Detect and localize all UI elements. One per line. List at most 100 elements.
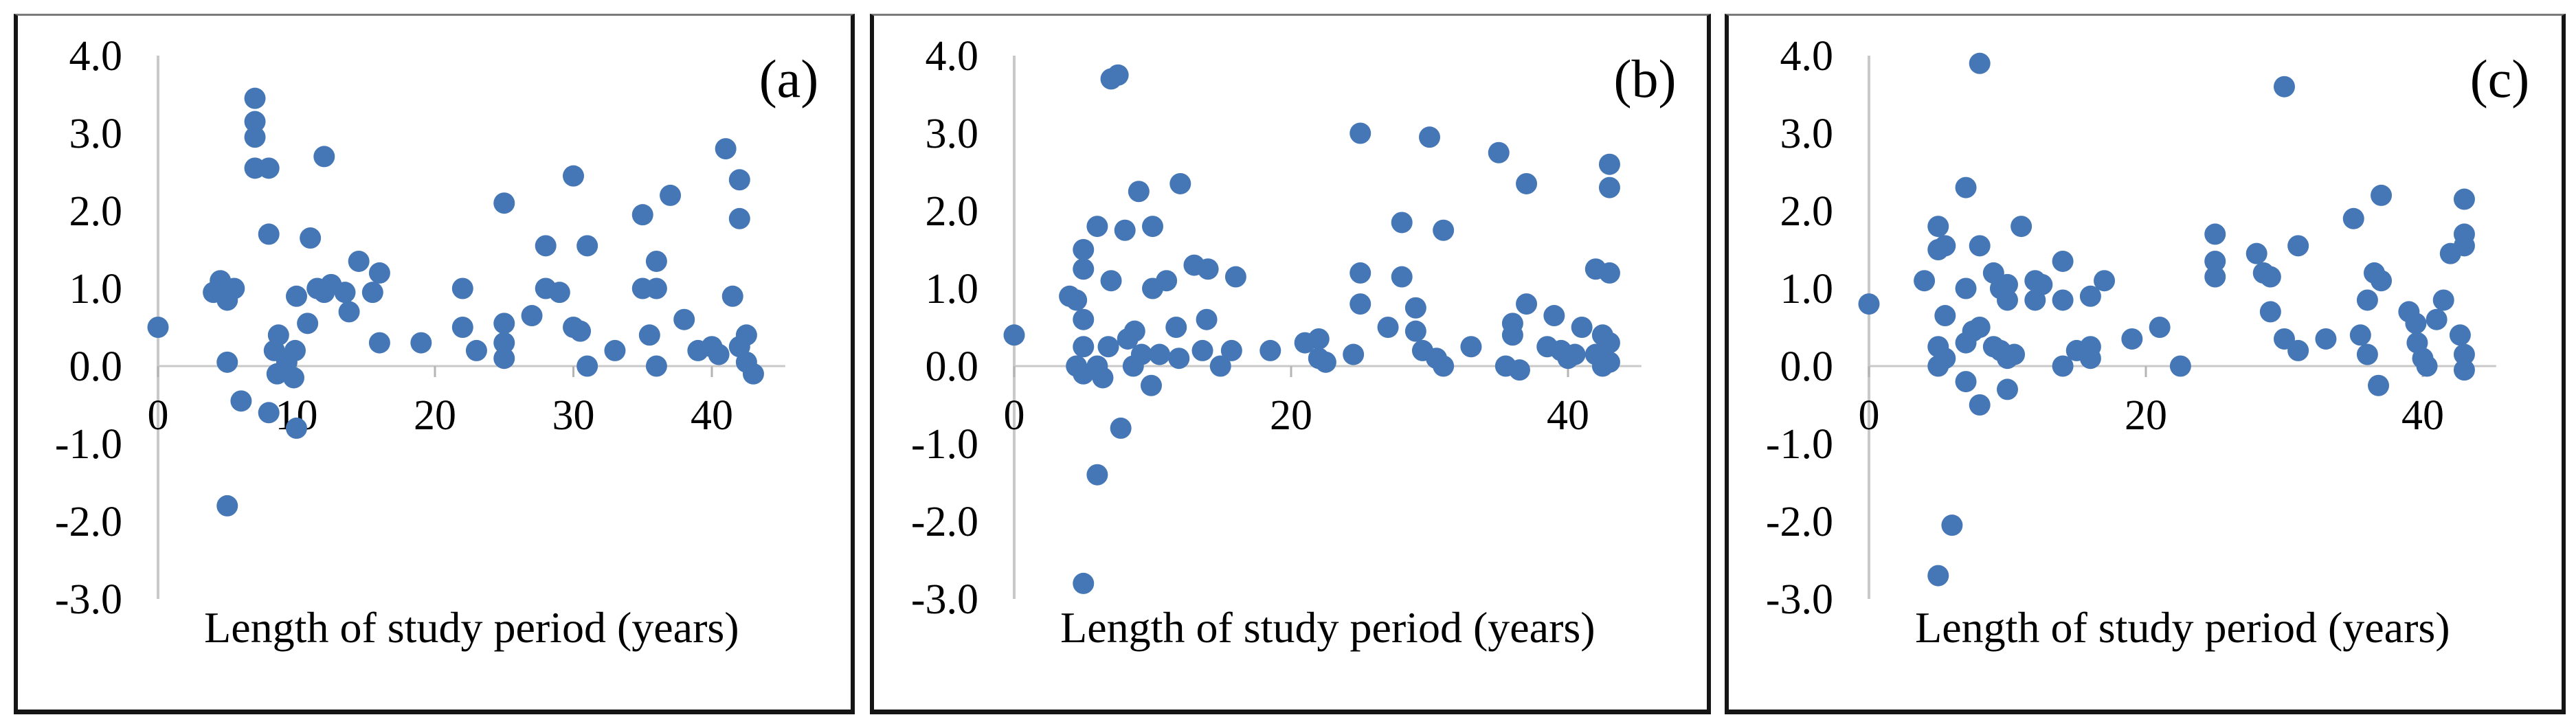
data-point — [334, 282, 356, 304]
data-point — [721, 285, 743, 307]
panel-letter-label: (a) — [759, 49, 819, 109]
y-tick-label: 0.0 — [69, 343, 123, 390]
data-point — [2149, 317, 2171, 338]
data-point — [1543, 305, 1565, 327]
y-tick-label: 1.0 — [926, 266, 979, 313]
data-point — [1224, 266, 1246, 288]
data-point — [1142, 216, 1163, 238]
data-point — [673, 308, 695, 330]
data-point — [728, 207, 750, 229]
data-point — [286, 417, 307, 439]
data-point — [563, 165, 584, 187]
data-point — [244, 111, 266, 133]
data-point — [493, 192, 515, 214]
data-point — [2453, 343, 2475, 365]
x-tick-label: 20 — [414, 392, 456, 439]
data-point — [1955, 177, 1977, 198]
data-point — [1391, 212, 1413, 234]
y-tick-label: -3.0 — [1766, 576, 1833, 623]
data-point — [451, 277, 473, 299]
data-point — [2079, 336, 2101, 358]
panel-letter-label: (c) — [2470, 49, 2530, 109]
y-tick-label: -2.0 — [1766, 499, 1833, 545]
y-tick-label: 0.0 — [926, 343, 979, 390]
data-point — [1165, 317, 1187, 338]
scatter-plot-c: 0 20 40 4.0 3.0 2.0 1.0 0.0 -1.0 -2.0 -3.0 Length o… — [1766, 33, 2530, 652]
data-point — [548, 282, 570, 304]
data-point — [1073, 572, 1095, 594]
data-point — [1073, 336, 1095, 358]
data-point — [1168, 348, 1190, 370]
data-point — [2356, 343, 2378, 365]
data-point — [645, 250, 667, 272]
data-point — [1097, 336, 1119, 358]
data-point — [493, 348, 515, 370]
data-point — [258, 223, 280, 245]
data-point — [2259, 266, 2281, 288]
y-tick-label: 0.0 — [1780, 343, 1834, 390]
data-point — [244, 126, 266, 148]
x-axis-title: Length of study period (years) — [204, 603, 739, 652]
data-point — [348, 250, 370, 272]
data-point — [2052, 355, 2074, 377]
data-point — [1598, 262, 1620, 284]
y-tick-label: -1.0 — [55, 421, 122, 468]
data-point — [1100, 270, 1122, 292]
data-point — [2342, 207, 2364, 229]
data-point — [2079, 285, 2101, 307]
data-point — [728, 169, 750, 191]
data-point — [1343, 343, 1365, 365]
data-point — [1934, 348, 1956, 370]
y-tick-label: -3.0 — [911, 576, 978, 623]
data-point — [1969, 235, 1991, 257]
data-point — [2349, 324, 2371, 346]
data-point — [2204, 223, 2226, 245]
y-tick-label: -1.0 — [911, 421, 978, 468]
x-tick-label: 0 — [1859, 392, 1880, 439]
data-point — [1086, 464, 1108, 486]
data-point — [1191, 339, 1213, 361]
y-tick-label: 4.0 — [69, 33, 123, 80]
scatter-plot-b: 0 20 40 4.0 3.0 2.0 1.0 0.0 -1.0 -2.0 -3.0 Length o… — [911, 33, 1677, 652]
data-point — [1066, 289, 1088, 311]
data-point — [1955, 371, 1977, 393]
data-point — [1858, 293, 1880, 315]
data-point — [244, 87, 266, 109]
data-point — [258, 157, 280, 179]
x-axis-title: Length of study period (years) — [1915, 603, 2450, 652]
data-point — [216, 351, 238, 373]
y-tick-label: 2.0 — [69, 188, 123, 235]
data-point — [1377, 317, 1399, 338]
data-point — [1209, 355, 1231, 377]
data-point — [576, 235, 598, 257]
data-point — [1433, 219, 1455, 241]
data-point — [1969, 317, 1991, 338]
data-point — [2052, 289, 2074, 311]
scatter-panel-c: 0 20 40 4.0 3.0 2.0 1.0 0.0 -1.0 -2.0 -3.0 Length o… — [1725, 14, 2566, 714]
data-point — [1073, 308, 1095, 330]
data-point — [216, 495, 238, 517]
data-point — [2204, 250, 2226, 272]
x-tick-label: 20 — [2125, 392, 2167, 439]
y-tick-label: 3.0 — [1780, 111, 1834, 157]
x-tick-label: 40 — [691, 392, 733, 439]
data-point — [2259, 301, 2281, 323]
data-point — [1997, 273, 2018, 295]
y-tick-label: 4.0 — [1780, 33, 1834, 80]
data-point — [1997, 378, 2018, 400]
data-point — [2287, 235, 2309, 257]
data-point — [1934, 305, 1956, 327]
data-point — [1516, 172, 1538, 194]
data-point — [2031, 273, 2053, 295]
data-point — [2453, 188, 2475, 210]
data-point — [645, 277, 667, 299]
data-point — [1969, 52, 1991, 74]
data-point — [1598, 177, 1620, 198]
data-point — [1969, 394, 1991, 416]
data-point — [1140, 374, 1162, 396]
data-point — [1128, 181, 1150, 203]
data-point — [2416, 355, 2438, 377]
data-point — [2287, 339, 2309, 361]
data-point — [493, 332, 515, 354]
data-point — [368, 262, 390, 284]
